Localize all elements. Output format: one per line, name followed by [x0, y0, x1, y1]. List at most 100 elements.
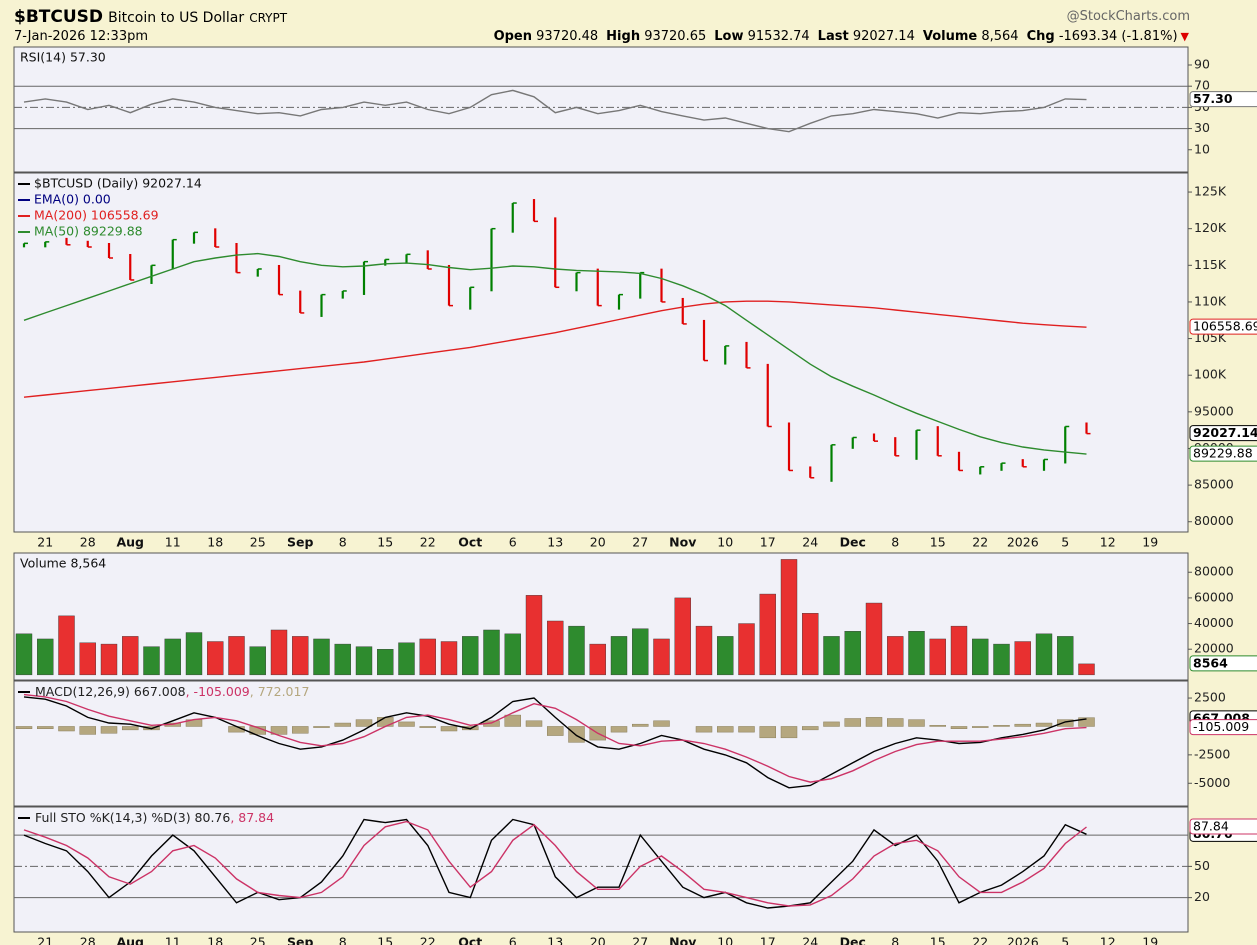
- histogram-bar: [738, 726, 755, 733]
- volume-bar: [207, 641, 224, 676]
- price-bar: [235, 242, 241, 274]
- histogram-bar: [504, 714, 521, 727]
- x-tick-label: 25: [250, 535, 266, 550]
- volume-bar: [440, 641, 458, 676]
- quote: Open 93720.48 High 93720.65 Low 91532.74 La…: [486, 29, 1189, 44]
- x-tick-label: 6: [509, 535, 517, 550]
- price-bar: [596, 268, 602, 307]
- volume-bar: [313, 638, 330, 676]
- quote-label: Volume: [922, 29, 978, 44]
- price-bar: [129, 253, 135, 281]
- last-value-box: [1189, 445, 1257, 462]
- x-tick-label: 22: [972, 935, 988, 945]
- legend-label: MACD(12,26,9) 667.008: [35, 684, 186, 699]
- x-tick-label: 15: [930, 535, 946, 550]
- volume-bar: [249, 646, 266, 676]
- legend: Full STO %K(14,3) %D(3) 80.76, 87.84: [35, 810, 274, 825]
- price-bar: [575, 271, 581, 292]
- x-tick-label: 15: [377, 535, 393, 550]
- volume-bar: [610, 636, 628, 676]
- volume-bar: [759, 593, 776, 676]
- y-tick-label: 10: [1194, 141, 1210, 156]
- y-tick-label: 80000: [1194, 513, 1234, 528]
- instrument-name: Bitcoin to US Dollar: [108, 10, 245, 26]
- x-tick-label: 19: [1142, 935, 1158, 945]
- legend-label: MA(200) 106558.69: [34, 208, 159, 223]
- histogram-bar: [780, 726, 798, 739]
- y-tick-label: 95000: [1194, 403, 1234, 418]
- histogram-bar: [355, 719, 373, 727]
- x-tick-label: Dec: [840, 935, 866, 945]
- volume-bar: [37, 638, 54, 676]
- price-bar: [192, 231, 198, 244]
- histogram-bar: [440, 726, 458, 732]
- histogram-bar: [823, 721, 840, 727]
- price-bar: [639, 271, 645, 299]
- last-value-box: [1189, 425, 1257, 442]
- x-tick-label: 10: [717, 535, 733, 550]
- y-tick-label: 110K: [1194, 293, 1227, 308]
- x-tick-label: 15: [930, 935, 946, 945]
- x-tick-label: 10: [717, 935, 733, 945]
- histogram-bar: [887, 718, 904, 727]
- price-bar: [936, 426, 942, 457]
- series-line: [23, 696, 1087, 789]
- volume-bar: [929, 638, 946, 676]
- y-tick-label: 70: [1194, 78, 1210, 93]
- x-tick-label: 27: [632, 535, 648, 550]
- last-value-label: 8564: [1193, 655, 1228, 670]
- price-bar: [702, 319, 708, 362]
- credit[interactable]: @StockCharts.com: [1066, 9, 1190, 24]
- y-tick-label: 125K: [1194, 184, 1227, 199]
- price-bar: [681, 297, 687, 325]
- volume-bar: [270, 629, 288, 676]
- price-bar: [1042, 458, 1048, 471]
- x-tick-label: Aug: [116, 935, 144, 945]
- x-tick-label: Sep: [287, 935, 313, 945]
- x-tick-label: Oct: [458, 935, 482, 945]
- legend-label: , 87.84: [230, 810, 274, 825]
- volume-bar: [100, 643, 118, 676]
- histogram-bar: [993, 725, 1010, 727]
- date: 7-Jan-2026 12:33pm: [14, 29, 149, 44]
- volume-bar: [122, 636, 139, 676]
- quote-label: Low: [714, 29, 744, 44]
- price-bar: [766, 363, 772, 428]
- y-tick-label: 60000: [1194, 589, 1234, 604]
- histogram-bar: [1035, 722, 1053, 727]
- volume-bar: [717, 636, 734, 676]
- last-value-label: 87.84: [1193, 818, 1229, 833]
- volume-bar: [547, 620, 564, 676]
- last-value-box: [1189, 655, 1257, 672]
- price-bar: [1000, 462, 1006, 471]
- x-tick-label: 15: [377, 935, 393, 945]
- x-tick-label: 18: [207, 535, 223, 550]
- symbol-row: $BTCUSD Bitcoin to US Dollar CRYPT: [14, 7, 287, 27]
- histogram-bar: [568, 726, 585, 743]
- y-tick-label: 20000: [1194, 641, 1234, 656]
- volume-bar: [164, 638, 181, 676]
- x-tick-label: 22: [420, 535, 436, 550]
- panel-title: Volume 8,564: [20, 556, 106, 571]
- histogram-bar: [1014, 723, 1031, 727]
- histogram-bar: [525, 720, 543, 727]
- volume-bar: [865, 602, 883, 676]
- volume-bar: [1078, 663, 1095, 676]
- x-tick-label: 8: [891, 535, 899, 550]
- x-tick-label: 24: [802, 535, 818, 550]
- panel: [13, 806, 1189, 933]
- volume-bar: [1035, 633, 1053, 676]
- price-bar: [809, 466, 815, 479]
- price-bar: [1064, 425, 1070, 464]
- x-tick-label: 17: [760, 535, 776, 550]
- legend-label: , -105.009: [186, 684, 250, 699]
- price-bar: [171, 238, 177, 270]
- volume-bar: [908, 631, 925, 676]
- price-bar: [341, 290, 347, 299]
- price-bar: [277, 264, 283, 296]
- price-bar: [44, 241, 50, 248]
- series-line: [23, 252, 1087, 455]
- quote-value: -1693.34 (-1.81%): [1058, 29, 1178, 44]
- price-bar: [851, 436, 857, 449]
